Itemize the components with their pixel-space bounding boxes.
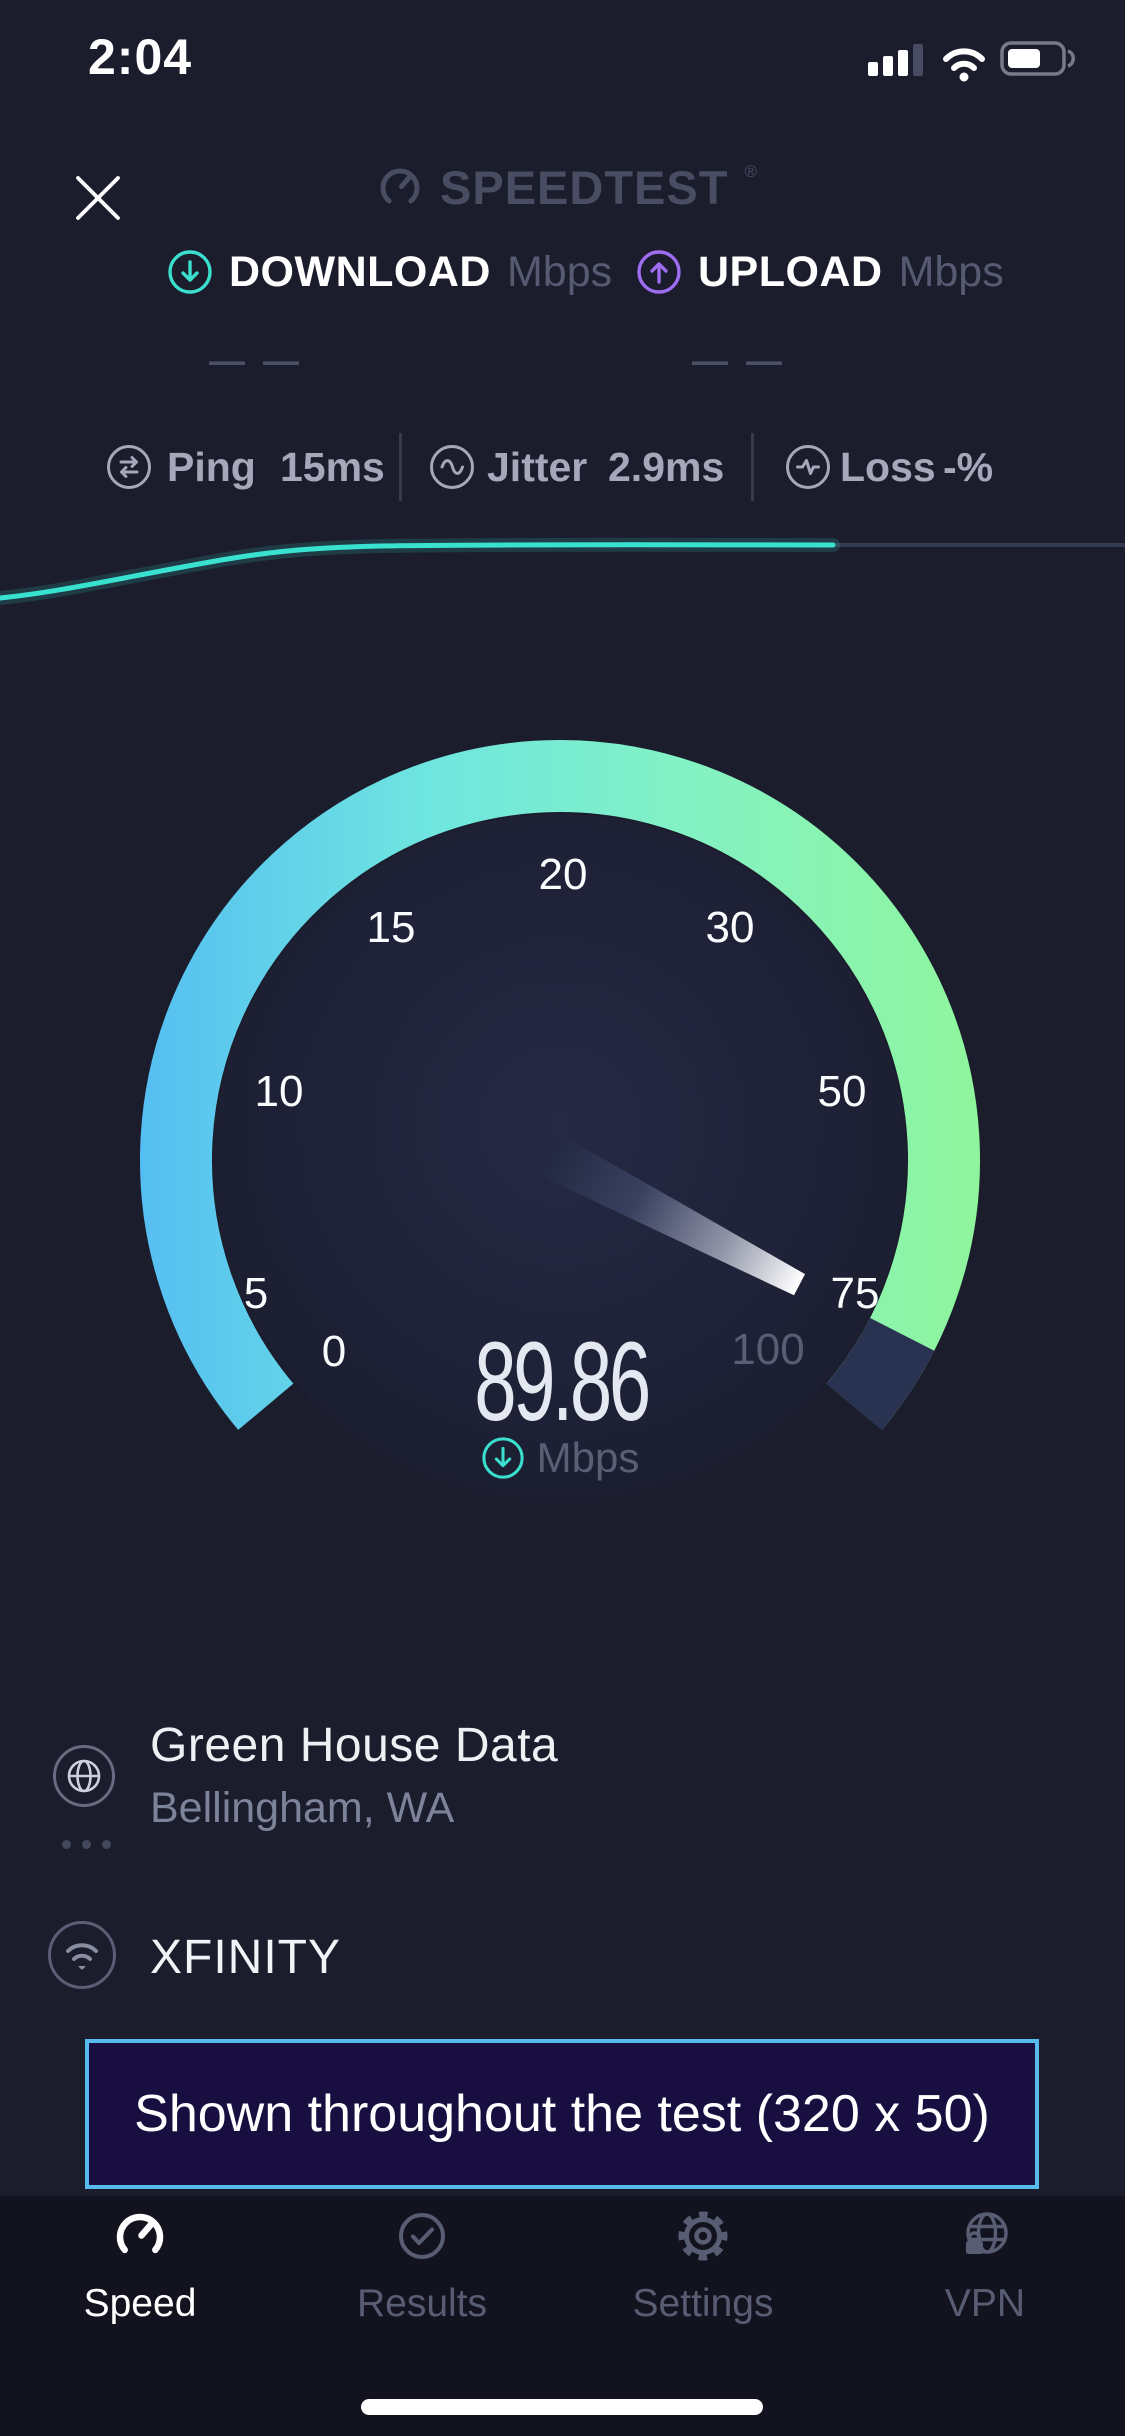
tick-75: 75 bbox=[831, 1269, 880, 1318]
server-name: Green House Data bbox=[150, 1719, 559, 1772]
tick-100: 100 bbox=[731, 1325, 804, 1374]
tick-5: 5 bbox=[244, 1269, 268, 1318]
wifi-icon bbox=[943, 48, 985, 82]
ping-icon bbox=[107, 445, 151, 489]
speedometer-icon bbox=[116, 2213, 164, 2254]
upload-value-placeholder: — — bbox=[691, 340, 786, 381]
isp-wifi-icon bbox=[48, 1921, 116, 1989]
divider bbox=[751, 433, 754, 501]
tab-settings-label: Settings bbox=[632, 2282, 774, 2325]
ping-value: 15ms bbox=[280, 444, 385, 490]
tick-10: 10 bbox=[255, 1067, 304, 1116]
current-speed-value: 89.86 bbox=[474, 1319, 651, 1444]
status-icons bbox=[868, 41, 1075, 82]
download-label: DOWNLOAD bbox=[229, 247, 491, 296]
tick-30: 30 bbox=[706, 903, 755, 952]
gauge-needle bbox=[540, 1135, 805, 1296]
loss-icon bbox=[786, 445, 830, 489]
upload-metric: UPLOAD Mbps bbox=[636, 246, 1004, 298]
results-check-icon bbox=[399, 2213, 445, 2259]
vpn-globe-lock-icon bbox=[966, 2212, 1008, 2254]
ad-banner-text: Shown throughout the test (320 x 50) bbox=[134, 2085, 990, 2143]
gauge-arc-remainder bbox=[826, 1318, 935, 1430]
tab-bar bbox=[0, 2196, 1125, 2436]
battery-icon bbox=[1000, 41, 1075, 76]
status-time: 2:04 bbox=[88, 29, 193, 85]
loss-label: Loss bbox=[840, 444, 936, 490]
tick-15: 15 bbox=[367, 903, 416, 952]
close-icon[interactable] bbox=[72, 172, 124, 224]
tick-20: 20 bbox=[539, 850, 588, 899]
ping-label: Ping bbox=[167, 444, 256, 490]
current-speed-unit-row: Mbps bbox=[430, 1434, 690, 1482]
server-location: Bellingham, WA bbox=[150, 1784, 455, 1832]
speed-sparkline bbox=[0, 537, 1125, 605]
ad-banner[interactable]: Shown throughout the test (320 x 50) bbox=[85, 2039, 1039, 2189]
tick-50: 50 bbox=[818, 1067, 867, 1116]
tab-vpn[interactable]: VPN bbox=[875, 2206, 1095, 2326]
download-arrow-icon bbox=[168, 250, 212, 294]
gear-icon bbox=[678, 2211, 728, 2261]
speed-gauge: 0 5 10 15 20 30 50 75 100 bbox=[140, 740, 980, 1506]
download-metric: DOWNLOAD Mbps bbox=[167, 246, 612, 298]
logo-trademark: ® bbox=[744, 162, 757, 181]
jitter-label: Jitter bbox=[487, 444, 588, 490]
tick-0: 0 bbox=[322, 1327, 346, 1376]
download-unit: Mbps bbox=[506, 247, 613, 296]
jitter-value: 2.9ms bbox=[608, 444, 725, 490]
download-arrow-icon bbox=[481, 1437, 524, 1479]
download-value-placeholder: — — bbox=[208, 340, 303, 381]
server-globe-icon bbox=[53, 1745, 115, 1807]
home-indicator[interactable] bbox=[361, 2399, 763, 2415]
tab-results[interactable]: Results bbox=[312, 2206, 532, 2326]
current-speed-unit: Mbps bbox=[536, 1434, 640, 1481]
tab-settings[interactable]: Settings bbox=[593, 2206, 813, 2326]
tab-speed-label: Speed bbox=[83, 2282, 197, 2325]
jitter-icon bbox=[430, 445, 474, 489]
cellular-signal-icon bbox=[868, 44, 923, 76]
loading-dots bbox=[62, 1840, 111, 1849]
tab-speed[interactable]: Speed bbox=[30, 2206, 250, 2326]
gauge-arc bbox=[140, 740, 980, 1430]
divider bbox=[399, 433, 402, 501]
upload-arrow-icon bbox=[637, 250, 681, 294]
speedtest-gauge-logo-icon bbox=[380, 168, 420, 203]
speedtest-logo: SPEEDTEST ® bbox=[376, 160, 757, 215]
isp-name: XFINITY bbox=[150, 1931, 342, 1984]
logo-text: SPEEDTEST bbox=[440, 161, 729, 214]
upload-unit: Mbps bbox=[898, 247, 1004, 296]
tab-vpn-label: VPN bbox=[944, 2282, 1026, 2325]
upload-label: UPLOAD bbox=[698, 247, 883, 296]
gauge-tick-labels: 0 5 10 15 20 30 50 75 100 bbox=[244, 850, 880, 1376]
loss-value: -% bbox=[943, 444, 994, 490]
tab-results-label: Results bbox=[356, 2282, 488, 2325]
